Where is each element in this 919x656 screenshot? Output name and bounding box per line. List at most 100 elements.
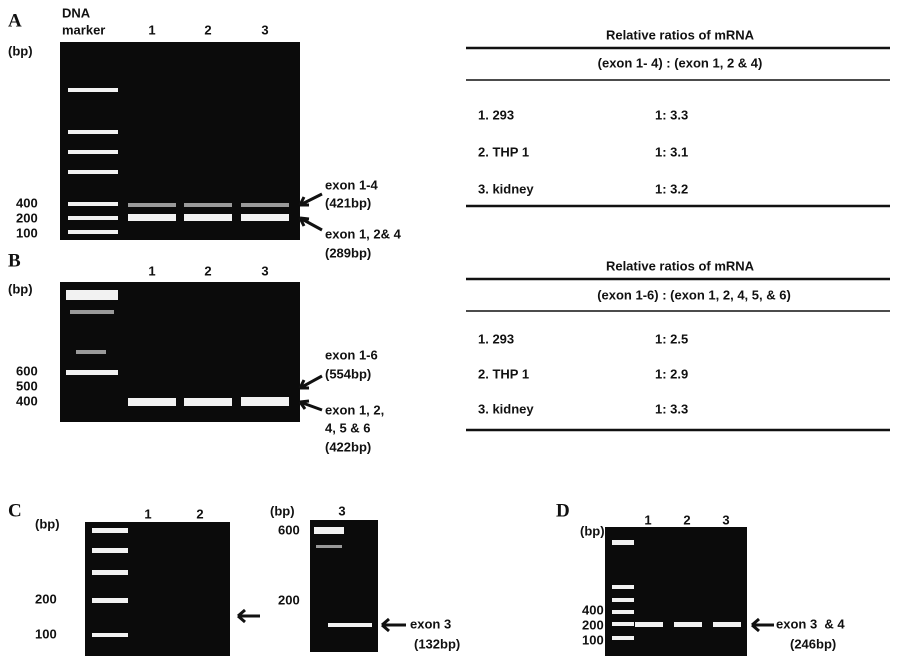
table-cell: 1: 3.3	[655, 107, 688, 122]
table-cell: 3. kidney	[478, 401, 534, 416]
ladder-band	[70, 310, 114, 314]
ladder-band	[68, 230, 118, 234]
size-label: 400	[582, 602, 604, 617]
table-cell: 1: 3.2	[655, 181, 688, 196]
annotation: exon 3	[410, 616, 451, 631]
size-label: 200	[35, 591, 57, 606]
size-label: 100	[582, 632, 604, 647]
gel	[60, 42, 300, 240]
unit-label: (bp)	[270, 503, 295, 518]
band	[241, 397, 289, 406]
size-label: 500	[16, 378, 38, 393]
band	[328, 623, 372, 627]
table-cell: 1. 293	[478, 107, 514, 122]
annotation: (246bp)	[790, 636, 836, 651]
table-cell: 2. THP 1	[478, 144, 529, 159]
table-cell: 1: 3.3	[655, 401, 688, 416]
lane-label: 2	[204, 22, 211, 37]
ladder-band	[316, 545, 342, 548]
ladder-band	[612, 585, 634, 589]
band	[635, 622, 663, 627]
annotation: (422bp)	[325, 439, 371, 454]
ladder-band	[612, 636, 634, 640]
unit-label: (bp)	[580, 523, 605, 538]
annotation: (289bp)	[325, 245, 371, 260]
panel-label: C	[8, 500, 22, 521]
ladder-band	[76, 350, 106, 354]
size-label: 100	[16, 225, 38, 240]
figure: A DNA marker (bp) 1 2 3 400 200 100 exon…	[0, 0, 919, 656]
arrow	[300, 401, 322, 410]
ladder-band	[314, 527, 344, 534]
band	[241, 203, 289, 207]
ladder-band	[612, 540, 634, 545]
ladder-band	[68, 150, 118, 154]
lane-label: 3	[338, 503, 345, 518]
band	[184, 203, 232, 207]
ladder-band	[92, 598, 128, 603]
annotation: exon 1, 2& 4	[325, 226, 402, 241]
size-label: 200	[16, 210, 38, 225]
size-label: 100	[35, 626, 57, 641]
unit-label: (bp)	[8, 43, 33, 58]
table-title: Relative ratios of mRNA	[606, 27, 755, 42]
ladder-band	[68, 88, 118, 92]
ladder-band	[68, 216, 118, 220]
band	[241, 214, 289, 221]
band	[184, 214, 232, 221]
arrow	[300, 376, 322, 388]
ladder-band	[92, 633, 128, 637]
size-label: 200	[582, 617, 604, 632]
lane-label: 2	[196, 506, 203, 521]
arrow	[752, 619, 774, 631]
lane-label: 3	[722, 512, 729, 527]
panel-label: B	[8, 250, 21, 271]
ladder-band	[66, 370, 118, 375]
lane-label: 1	[644, 512, 651, 527]
size-label: 600	[278, 522, 300, 537]
lane-label: 2	[204, 263, 211, 278]
lane-label: 1	[144, 506, 151, 521]
annotation: exon 3 & 4	[776, 616, 845, 631]
panel-label: A	[8, 10, 22, 31]
arrow	[300, 218, 322, 230]
size-label: 400	[16, 195, 38, 210]
marker-title: DNA	[62, 5, 91, 20]
annotation: 4, 5 & 6	[325, 420, 371, 435]
table-cell: 3. kidney	[478, 181, 534, 196]
panel-label: D	[556, 500, 570, 521]
annotation: (421bp)	[325, 195, 371, 210]
table-cell: 1: 2.9	[655, 366, 688, 381]
annotation: (132bp)	[414, 636, 460, 651]
lane-label: 1	[148, 22, 155, 37]
lane-label: 3	[261, 22, 268, 37]
ladder-band	[612, 598, 634, 602]
band	[128, 214, 176, 221]
band	[713, 622, 741, 627]
ladder-band	[92, 548, 128, 553]
band	[674, 622, 702, 627]
arrow	[238, 610, 260, 622]
size-label: 200	[278, 592, 300, 607]
annotation: (554bp)	[325, 366, 371, 381]
arrow	[382, 619, 406, 631]
unit-label: (bp)	[8, 281, 33, 296]
band	[128, 398, 176, 406]
lane-label: 3	[261, 263, 268, 278]
ladder-band	[612, 610, 634, 614]
band	[128, 203, 176, 207]
unit-label: (bp)	[35, 516, 60, 531]
size-label: 400	[16, 393, 38, 408]
lane-label: 1	[148, 263, 155, 278]
table-cell: 1: 3.1	[655, 144, 688, 159]
annotation: exon 1-4	[325, 177, 379, 192]
table-header: (exon 1- 4) : (exon 1, 2 & 4)	[598, 55, 763, 70]
table-cell: 2. THP 1	[478, 366, 529, 381]
arrow	[300, 194, 322, 205]
annotation: exon 1, 2,	[325, 402, 384, 417]
ladder-band	[68, 170, 118, 174]
lane-label: 2	[683, 512, 690, 527]
table-header: (exon 1-6) : (exon 1, 2, 4, 5, & 6)	[597, 287, 791, 302]
gel	[310, 520, 378, 652]
annotation: exon 1-6	[325, 347, 378, 362]
